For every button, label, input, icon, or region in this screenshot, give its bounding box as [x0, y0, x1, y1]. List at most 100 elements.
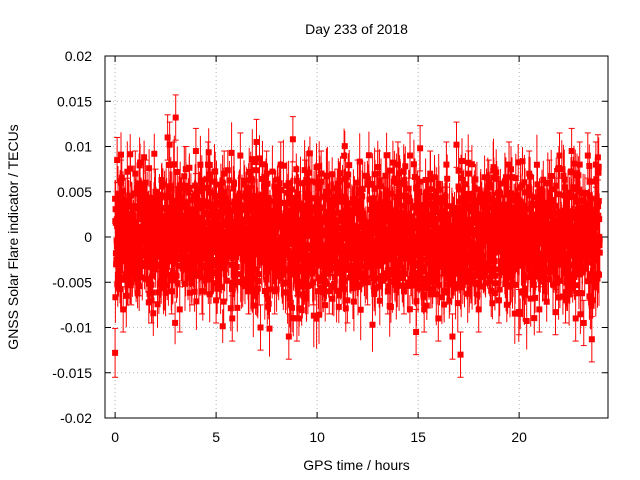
data-point — [417, 145, 424, 152]
data-point — [237, 152, 244, 159]
data-point — [592, 161, 599, 168]
data-point — [427, 170, 434, 177]
data-point — [120, 306, 127, 313]
data-point — [152, 188, 159, 195]
data-point — [245, 288, 252, 295]
data-point — [384, 288, 391, 295]
data-point — [475, 306, 482, 313]
data-point — [168, 288, 175, 295]
data-band-marks — [112, 122, 603, 357]
data-point — [594, 154, 601, 161]
data-point — [421, 306, 428, 313]
y-tick-label: -0.02 — [60, 410, 92, 426]
data-point — [457, 351, 464, 358]
data-point — [364, 279, 371, 286]
data-point — [354, 179, 361, 186]
x-tick-label: 5 — [212, 429, 220, 445]
data-point — [584, 152, 591, 159]
data-point — [257, 324, 264, 331]
data-point — [263, 170, 270, 177]
x-tick-label: 20 — [511, 429, 527, 445]
chart-title: Day 233 of 2018 — [305, 21, 408, 37]
data-point — [188, 279, 195, 286]
data-point — [192, 148, 199, 155]
data-point — [580, 319, 587, 326]
data-point — [128, 279, 135, 286]
data-point — [495, 297, 502, 304]
y-tick-label: 0.015 — [57, 93, 92, 109]
axis-ticks: 0 5 10 15 20 -0.02 -0.015 -0.01 -0.005 0 0.005 0.01… — [52, 48, 608, 445]
data-point — [556, 152, 563, 159]
x-axis-label: GPS time / hours — [303, 457, 410, 473]
y-tick-label: -0.005 — [52, 274, 92, 290]
y-tick-label: -0.015 — [52, 365, 92, 381]
data-point — [374, 170, 381, 177]
data-point — [301, 179, 308, 186]
data-point — [443, 161, 450, 168]
data-point — [344, 297, 351, 304]
y-tick-label: 0.005 — [57, 184, 92, 200]
data-point — [285, 333, 292, 340]
data-point — [394, 161, 401, 168]
data-point — [124, 197, 131, 204]
data-point — [588, 336, 595, 343]
data-point — [576, 161, 583, 168]
data-point — [170, 161, 177, 168]
data-point — [229, 315, 236, 322]
data-point — [536, 306, 543, 313]
data-point — [112, 349, 119, 356]
data-point — [136, 270, 143, 277]
data-point — [289, 136, 296, 143]
data-point — [221, 170, 228, 177]
data-point — [253, 138, 260, 145]
data-point — [310, 279, 317, 286]
data-point — [213, 297, 220, 304]
data-point — [158, 261, 165, 268]
data-point — [526, 170, 533, 177]
data-point — [205, 161, 212, 168]
data-point — [546, 179, 553, 186]
data-point — [562, 297, 569, 304]
data-point — [568, 148, 575, 155]
data-point — [449, 333, 456, 340]
y-tick-label: 0 — [84, 229, 92, 245]
data-point — [413, 329, 420, 336]
data-point — [118, 179, 125, 186]
data-point — [334, 188, 341, 195]
data-point — [166, 141, 173, 148]
data-point — [465, 170, 472, 177]
data-point — [293, 315, 300, 322]
data-point — [552, 309, 559, 316]
data-point — [271, 288, 278, 295]
x-tick-label: 10 — [309, 429, 325, 445]
data-point — [572, 315, 579, 322]
data-point — [172, 114, 179, 121]
data-point — [318, 170, 325, 177]
y-tick-label: 0.02 — [65, 48, 92, 64]
data-band — [112, 122, 603, 357]
data-point — [116, 265, 123, 272]
data-point — [277, 161, 284, 168]
data-point — [485, 179, 492, 186]
y-tick-label: 0.01 — [65, 139, 92, 155]
data-point — [326, 288, 333, 295]
data-point — [198, 288, 205, 295]
x-tick-label: 15 — [410, 429, 426, 445]
data-point — [400, 288, 407, 295]
data-point — [176, 306, 183, 313]
data-point — [114, 157, 121, 164]
data-point — [148, 297, 155, 304]
y-tick-label: -0.01 — [60, 320, 92, 336]
data-point — [407, 152, 414, 159]
data-point — [142, 179, 149, 186]
data-point — [435, 315, 442, 322]
data-point — [132, 170, 139, 177]
data-point — [164, 134, 171, 141]
data-point — [182, 166, 189, 173]
data-point — [516, 309, 523, 316]
x-tick-label: 0 — [111, 429, 119, 445]
data-point — [506, 161, 513, 168]
data-point — [453, 141, 460, 148]
y-axis-label: GNSS Solar Flare indicator / TECUs — [5, 124, 21, 349]
